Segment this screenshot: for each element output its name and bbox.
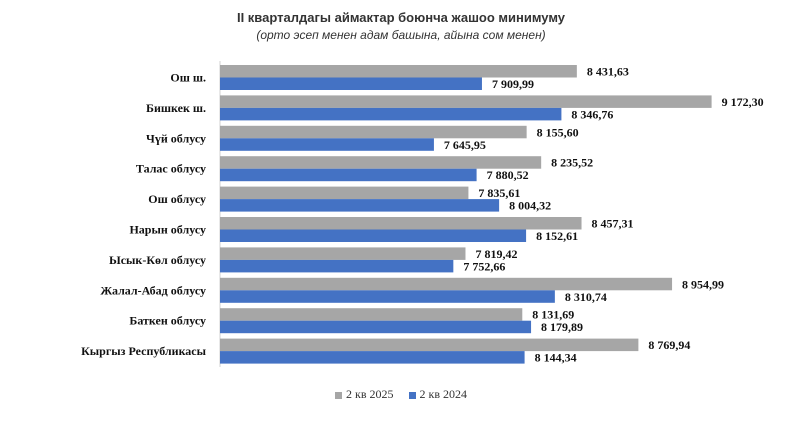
- category-label: Бишкек ш.: [146, 101, 206, 115]
- bar-2024: [220, 290, 555, 303]
- data-label-2024: 8 152,61: [536, 229, 578, 243]
- bar-2024: [220, 168, 477, 182]
- data-label-2024: 7 909,99: [492, 77, 534, 91]
- legend-swatch-2025: [335, 391, 342, 399]
- data-label-2024: 7 645,95: [444, 138, 486, 152]
- data-label-2024: 8 346,76: [571, 107, 613, 121]
- bar-2025: [220, 95, 712, 108]
- bar-chart: Ош ш. 8 431,63 7 909,99 Бишкек ш. 9 172,30 8 …: [81, 61, 764, 367]
- legend-label-2025: 2 кв 2025: [346, 387, 394, 401]
- legend: 2 кв 2025 2 кв 2024: [0, 387, 802, 402]
- data-label-2025: 7 835,61: [478, 186, 520, 200]
- data-label-2024: 8 179,89: [541, 320, 583, 334]
- data-label-2024: 7 880,52: [487, 168, 529, 182]
- bar-2024: [220, 107, 562, 121]
- bar-2025: [220, 338, 639, 352]
- category-label: Талас облусу: [136, 162, 206, 176]
- category-label: Ош облусу: [148, 192, 206, 206]
- category-label: Ысык-Көл облусу: [109, 253, 206, 267]
- legend-item-2024: 2 кв 2024: [408, 387, 468, 402]
- data-label-2025: 8 155,60: [537, 125, 579, 139]
- category-label: Чүй облусу: [146, 131, 206, 145]
- category-label: Ош ш.: [170, 71, 206, 85]
- data-label-2024: 8 310,74: [565, 290, 607, 304]
- bar-2025: [220, 186, 469, 200]
- bar-2024: [220, 259, 454, 273]
- bar-2024: [220, 320, 532, 334]
- data-label-2025: 9 172,30: [722, 95, 764, 109]
- data-label-2025: 8 457,31: [592, 217, 634, 231]
- data-label-2024: 8 144,34: [535, 351, 577, 365]
- data-label-2025: 8 769,94: [648, 338, 690, 352]
- bar-2024: [220, 138, 434, 151]
- bar-2025: [220, 277, 673, 291]
- bar-2024: [220, 77, 482, 90]
- legend-label-2024: 2 кв 2024: [419, 387, 468, 401]
- legend-item-2025: 2 кв 2025: [335, 387, 394, 402]
- chart-title: II кварталдагы аймактар боюнча жашоо мин…: [236, 10, 566, 25]
- category-label: Нарын облусу: [129, 223, 206, 237]
- data-label-2025: 8 131,69: [532, 308, 574, 322]
- bar-2024: [220, 229, 527, 242]
- bar-2025: [220, 308, 523, 321]
- data-label-2025: 8 954,99: [682, 277, 724, 291]
- bar-2025: [220, 247, 466, 260]
- bar-2025: [220, 217, 582, 230]
- bar-2024: [220, 351, 525, 364]
- category-label: Жалал-Абад облусу: [100, 283, 206, 297]
- data-label-2025: 8 235,52: [551, 156, 593, 170]
- data-label-2024: 7 752,66: [463, 259, 505, 273]
- bar-2025: [220, 156, 542, 169]
- category-label: Кыргыз Республикасы: [81, 344, 207, 358]
- category-label: Баткен облусу: [129, 314, 206, 328]
- chart-subtitle: (орто эсеп менен адам башына, айына сом …: [256, 28, 546, 42]
- data-label-2025: 7 819,42: [475, 247, 517, 261]
- bar-2025: [220, 65, 577, 78]
- legend-swatch-2024: [408, 391, 416, 399]
- data-label-2024: 8 004,32: [509, 199, 551, 213]
- bar-2024: [220, 199, 500, 212]
- data-label-2025: 8 431,63: [587, 65, 629, 79]
- bar-2025: [220, 125, 527, 139]
